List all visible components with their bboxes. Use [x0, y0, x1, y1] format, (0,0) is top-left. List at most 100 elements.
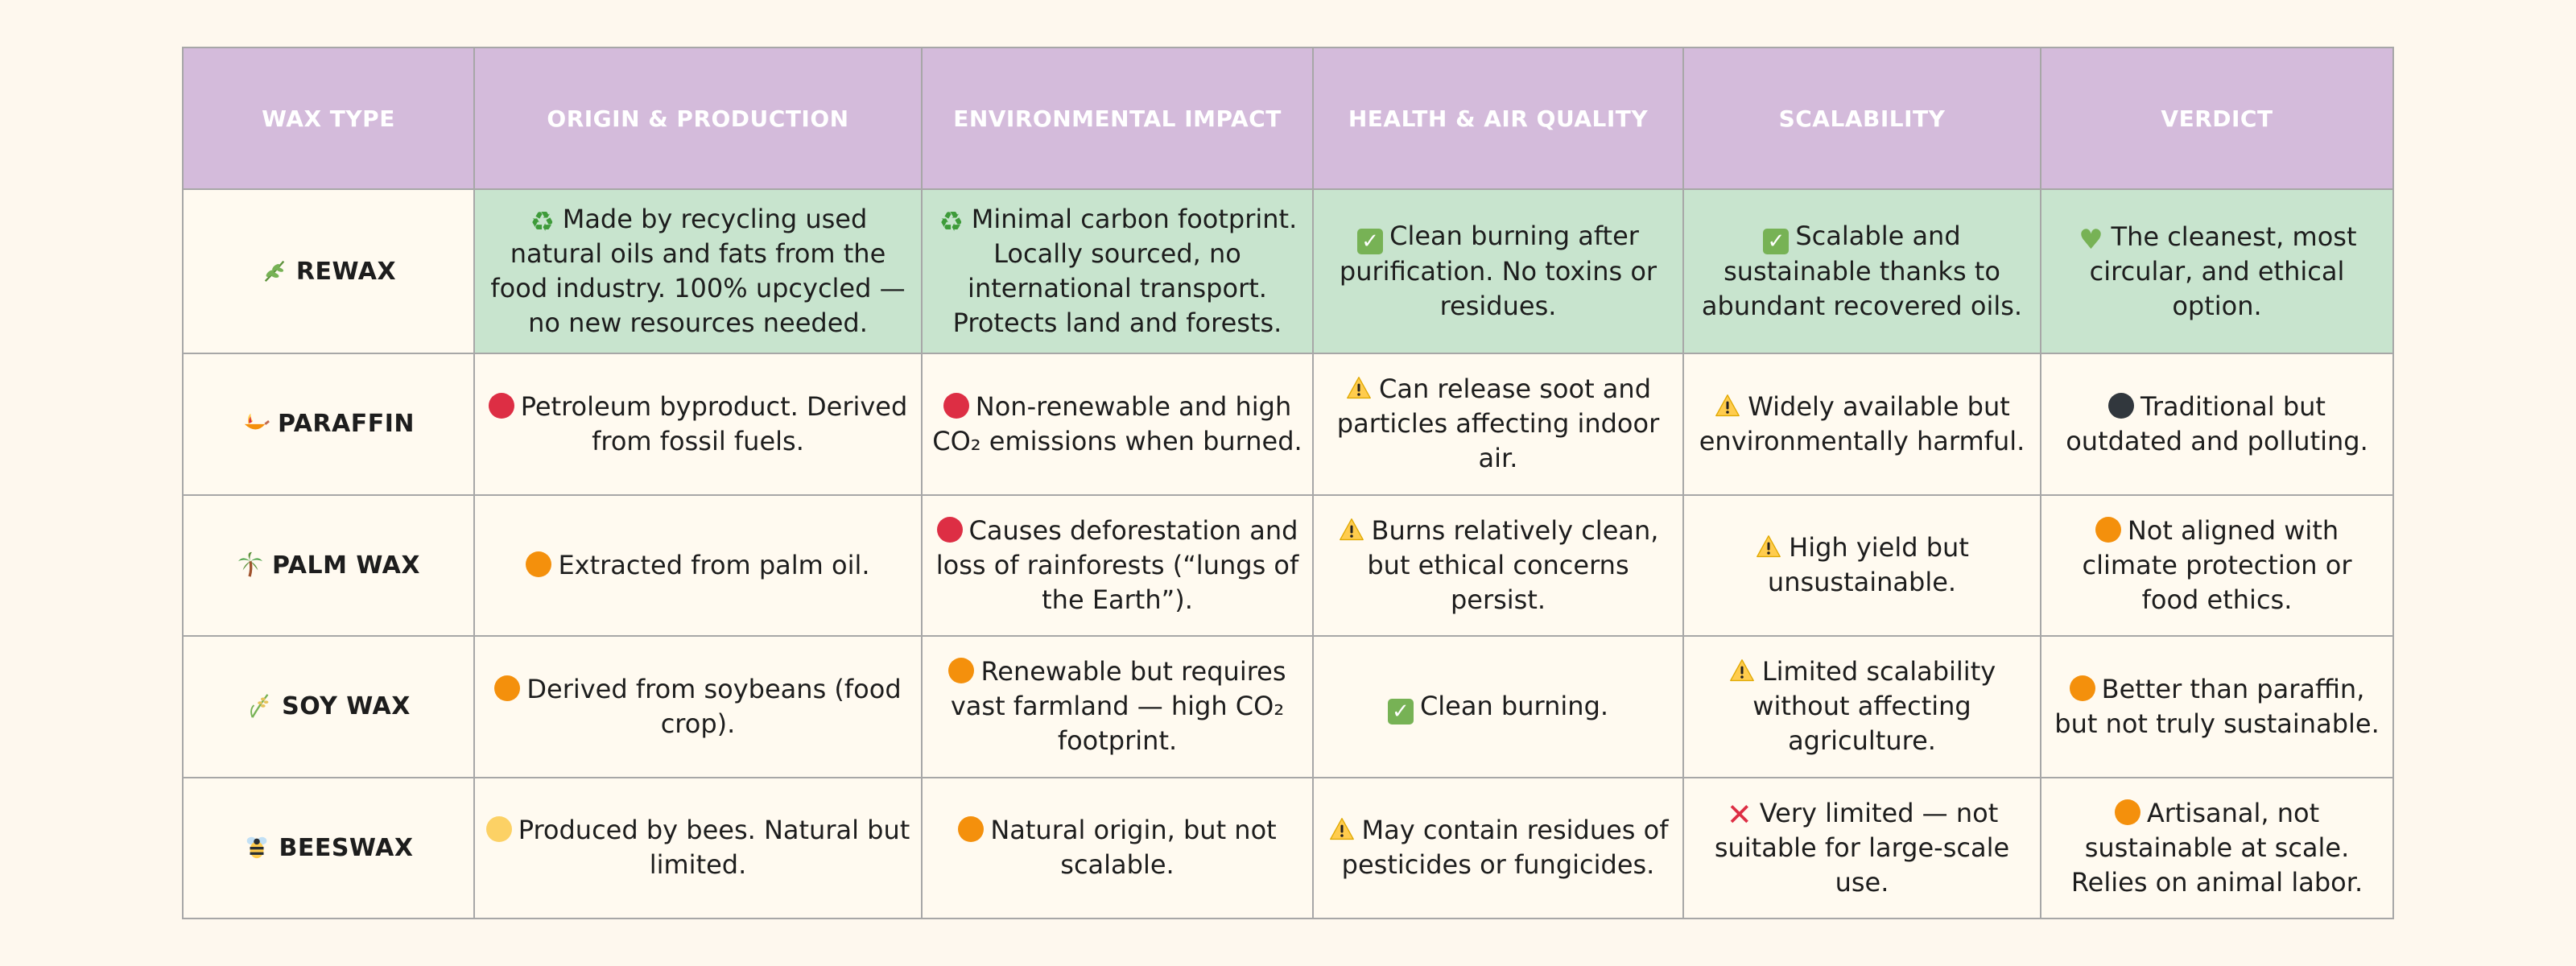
red-circle-icon [943, 392, 969, 419]
orange-circle-icon [494, 675, 521, 701]
verdict-text: Not aligned with climate protection or f… [2082, 514, 2352, 615]
header-origin-production: ORIGIN & PRODUCTION [473, 47, 923, 190]
origin-cell: Derived from soybeans (food crop). [473, 635, 923, 778]
check-mark-icon: ✓ [1387, 698, 1414, 724]
environment-text: Causes deforestation and loss of rainfor… [935, 514, 1299, 615]
header-verdict: VERDICT [2040, 47, 2394, 190]
health-text: Clean burning. [1419, 690, 1609, 721]
health-text: Can release soot and particles affecting… [1336, 374, 1660, 474]
table-header-row: WAX TYPE ORIGIN & PRODUCTION ENVIRONMENT… [182, 47, 2394, 190]
environment-text: Non-renewable and high CO₂ emissions whe… [932, 390, 1302, 456]
table-row-palm-wax: PALM WAX Extracted from palm oil. Causes… [182, 493, 2394, 637]
verdict-cell: Not aligned with climate protection or f… [2040, 493, 2394, 637]
environment-cell: Natural origin, but not scalable. [921, 776, 1314, 919]
warning-icon [1328, 816, 1356, 842]
environment-cell: Causes deforestation and loss of rainfor… [921, 493, 1314, 637]
origin-cell: Extracted from palm oil. [473, 493, 923, 637]
scalability-text: Scalable and sustainable thanks to abund… [1701, 221, 2023, 321]
orange-circle-icon [2114, 799, 2140, 825]
scalability-text: Widely available but environmentally har… [1699, 390, 2025, 456]
scalability-cell: Widely available but environmentally har… [1682, 353, 2041, 496]
environment-cell: Non-renewable and high CO₂ emissions whe… [921, 353, 1314, 496]
wax-type-cell: PARAFFIN [182, 353, 475, 496]
scalability-cell: ✕ Very limited — not suitable for large-s… [1682, 776, 2041, 919]
wax-type-label: REWAX [295, 257, 397, 286]
verdict-cell: Better than paraffin, but not truly sust… [2040, 635, 2394, 778]
origin-text: Produced by bees. Natural but limited. [518, 815, 910, 881]
environment-text: Renewable but requires vast farmland — h… [950, 656, 1286, 757]
oil-lamp-icon [242, 409, 270, 436]
warning-icon [1728, 658, 1756, 683]
scalability-cell: ✓ Scalable and sustainable thanks to abun… [1682, 188, 2041, 354]
scalability-cell: Limited scalability without affecting ag… [1682, 635, 2041, 778]
orange-circle-icon [2095, 516, 2121, 543]
yellow-circle-icon [485, 816, 512, 843]
origin-cell: ♻ Made by recycling used natural oils and… [473, 188, 923, 354]
recycle-icon: ♻ [530, 206, 555, 238]
wax-type-label: PALM WAX [272, 551, 420, 580]
wax-comparison-table: WAX TYPE ORIGIN & PRODUCTION ENVIRONMENT… [182, 47, 2394, 919]
orange-circle-icon [958, 816, 985, 843]
header-environmental-impact: ENVIRONMENTAL IMPACT [921, 47, 1314, 190]
wax-type-label: SOY WAX [282, 692, 411, 721]
health-text: May contain residues of pesticides or fu… [1341, 815, 1669, 881]
table-row-beeswax: BEESWAX Produced by bees. Natural but li… [182, 776, 2394, 919]
verdict-cell: ♥ The cleanest, most circular, and ethica… [2040, 188, 2394, 354]
orange-circle-icon [948, 658, 975, 684]
wax-type-cell: PALM WAX [182, 493, 475, 637]
health-text: Clean burning after purification. No tox… [1339, 221, 1657, 321]
verdict-cell: Artisanal, not sustainable at scale. Rel… [2040, 776, 2394, 919]
origin-text: Petroleum byproduct. Derived from fossil… [520, 390, 908, 456]
table-row-soy-wax: SOY WAX Derived from soybeans (food crop… [182, 635, 2394, 778]
wax-type-cell: SOY WAX [182, 635, 475, 778]
check-mark-icon: ✓ [1357, 229, 1384, 254]
health-cell: ✓ Clean burning after purification. No to… [1312, 188, 1684, 354]
orange-circle-icon [526, 551, 552, 577]
wax-comparison-table-container: WAX TYPE ORIGIN & PRODUCTION ENVIRONMENT… [182, 47, 2394, 919]
verdict-text: Better than paraffin, but not truly sust… [2054, 673, 2380, 739]
scalability-cell: High yield but unsustainable. [1682, 493, 2041, 637]
header-health-air-quality: HEALTH & AIR QUALITY [1312, 47, 1684, 190]
scalability-text: High yield but unsustainable. [1767, 532, 1969, 598]
table-row-rewax: REWAX ♻ Made by recycling used natural oi… [182, 188, 2394, 354]
header-scalability: SCALABILITY [1682, 47, 2041, 190]
rice-plant-icon [246, 691, 274, 719]
health-text: Burns relatively clean, but ethical conc… [1367, 514, 1659, 615]
wax-type-label: PARAFFIN [277, 410, 415, 439]
warning-icon [1714, 393, 1741, 419]
cross-mark-icon: ✕ [1726, 796, 1752, 832]
environment-cell: Renewable but requires vast farmland — h… [921, 635, 1314, 778]
scalability-text: Very limited — not suitable for large-sc… [1714, 797, 2010, 898]
origin-text: Made by recycling used natural oils and … [490, 204, 906, 338]
green-heart-icon: ♥ [2079, 223, 2103, 256]
warning-icon [1345, 375, 1373, 401]
verdict-cell: Traditional but outdated and polluting. [2040, 353, 2394, 496]
health-cell: Can release soot and particles affecting… [1312, 353, 1684, 496]
bee-icon [243, 833, 270, 861]
wax-type-cell: REWAX [182, 188, 475, 354]
health-cell: May contain residues of pesticides or fu… [1312, 776, 1684, 919]
origin-text: Derived from soybeans (food crop). [526, 673, 902, 739]
wax-type-cell: BEESWAX [182, 776, 475, 919]
orange-circle-icon [2069, 675, 2095, 701]
check-mark-icon: ✓ [1763, 229, 1790, 254]
red-circle-icon [488, 392, 514, 419]
scalability-text: Limited scalability without affecting ag… [1752, 656, 1996, 757]
palm-tree-icon [237, 551, 264, 578]
header-wax-type: WAX TYPE [182, 47, 475, 190]
verdict-text: Artisanal, not sustainable at scale. Rel… [2070, 797, 2363, 898]
verdict-text: The cleanest, most circular, and ethical… [2089, 221, 2357, 321]
health-cell: ✓ Clean burning. [1312, 635, 1684, 778]
table-row-paraffin: PARAFFIN Petroleum byproduct. Derived fr… [182, 353, 2394, 496]
environment-cell: ♻ Minimal carbon footprint. Locally sourc… [921, 188, 1314, 354]
health-cell: Burns relatively clean, but ethical conc… [1312, 493, 1684, 637]
origin-cell: Produced by bees. Natural but limited. [473, 776, 923, 919]
warning-icon [1338, 517, 1365, 543]
environment-text: Minimal carbon footprint. Locally source… [952, 204, 1298, 338]
verdict-text: Traditional but outdated and polluting. [2066, 390, 2368, 456]
black-circle-icon [2108, 392, 2135, 419]
red-circle-icon [936, 516, 963, 543]
herb-icon [261, 257, 288, 284]
recycle-icon: ♻ [939, 206, 964, 238]
origin-cell: Petroleum byproduct. Derived from fossil… [473, 353, 923, 496]
